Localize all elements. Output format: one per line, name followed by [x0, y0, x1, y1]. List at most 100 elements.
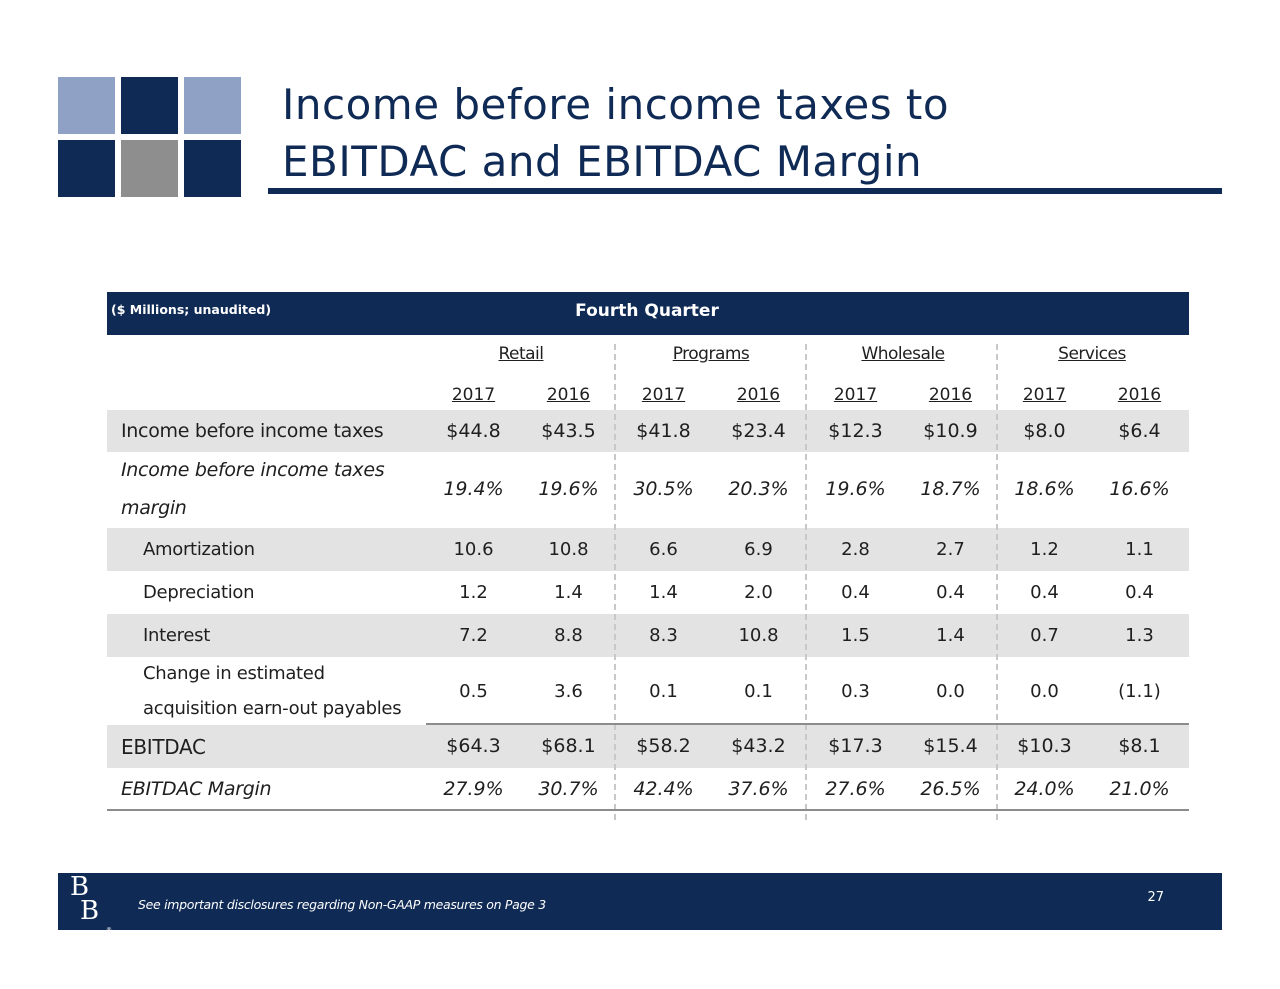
table-cell: 2.8 [841, 539, 870, 560]
page-number: 27 [1147, 890, 1164, 905]
table-cell: 1.4 [649, 582, 678, 603]
table-cell: 30.7% [538, 778, 599, 800]
table-cell: 1.2 [1030, 539, 1059, 560]
row-bg-ebitdac [107, 725, 1189, 768]
row-label-ebitdac: EBITDAC [121, 735, 206, 759]
title-line-2: EBITDAC and EBITDAC Margin [282, 137, 923, 186]
logo-square-navy-1 [121, 77, 178, 134]
table-cell: 0.3 [841, 681, 870, 702]
table-bottom-rule [107, 809, 1189, 811]
table-cell: $10.3 [1017, 735, 1072, 757]
table-cell: 27.9% [443, 778, 504, 800]
table-cell: 6.9 [744, 539, 773, 560]
table-cell: 2.0 [744, 582, 773, 603]
subtotal-rule [426, 723, 1189, 725]
segment-divider [996, 344, 998, 820]
table-cell: 24.0% [1014, 778, 1075, 800]
row-label-amortization: Amortization [143, 539, 255, 560]
table-cell: $43.2 [731, 735, 786, 757]
table-cell: 26.5% [920, 778, 981, 800]
logo-letter-1: B [70, 872, 90, 902]
year-header: 2016 [1117, 385, 1162, 405]
row-label-depreciation: Depreciation [143, 582, 255, 603]
table-cell: 19.6% [538, 478, 599, 500]
table-cell: 10.8 [738, 625, 779, 646]
table-cell: $64.3 [446, 735, 501, 757]
table-cell: $8.1 [1118, 735, 1161, 757]
table-cell: 1.4 [554, 582, 583, 603]
year-header: 2016 [928, 385, 973, 405]
table-cell: $12.3 [828, 420, 883, 442]
table-cell: 19.6% [825, 478, 886, 500]
row-label-earnout-line1: Change in estimated [143, 663, 325, 684]
row-label-earnout-line2: acquisition earn-out payables [143, 698, 402, 719]
table-cell: 3.6 [554, 681, 583, 702]
row-label-ebitdac-margin: EBITDAC Margin [121, 778, 272, 800]
table-cell: 18.7% [920, 478, 981, 500]
logo-registered-mark: ® [106, 927, 112, 934]
year-header: 2017 [451, 385, 496, 405]
period-label: Fourth Quarter [575, 301, 719, 321]
units-label: ($ Millions; unaudited) [111, 302, 272, 317]
year-header: 2016 [546, 385, 591, 405]
table-cell: $8.0 [1023, 420, 1066, 442]
logo-square-light-1 [58, 77, 115, 134]
table-cell: $44.8 [446, 420, 501, 442]
year-header: 2017 [1022, 385, 1067, 405]
table-cell: 1.1 [1125, 539, 1154, 560]
segment-divider [614, 344, 616, 820]
table-cell: 1.4 [936, 625, 965, 646]
table-cell: 1.5 [841, 625, 870, 646]
row-label-income-before-taxes: Income before income taxes [121, 420, 384, 442]
table-cell: 1.2 [459, 582, 488, 603]
table-cell: $10.9 [923, 420, 978, 442]
table-cell: 18.6% [1014, 478, 1075, 500]
row-bg-income [107, 410, 1189, 452]
table-cell: $58.2 [636, 735, 691, 757]
table-cell: 30.5% [633, 478, 694, 500]
row-label-income-margin-line2: margin [121, 497, 187, 519]
table-cell: 7.2 [459, 625, 488, 646]
logo-square-navy-2 [58, 140, 115, 197]
year-header: 2017 [833, 385, 878, 405]
year-header: 2017 [641, 385, 686, 405]
table-cell: 37.6% [728, 778, 789, 800]
table-cell: 2.7 [936, 539, 965, 560]
table-cell: $43.5 [541, 420, 596, 442]
logo-square-navy-3 [184, 140, 241, 197]
table-cell: 8.8 [554, 625, 583, 646]
table-cell: 27.6% [825, 778, 886, 800]
table-cell: 20.3% [728, 478, 789, 500]
table-cell: $68.1 [541, 735, 596, 757]
title-line-1: Income before income taxes to [282, 80, 950, 129]
table-cell: 6.6 [649, 539, 678, 560]
table-cell: 1.3 [1125, 625, 1154, 646]
table-cell: 16.6% [1109, 478, 1170, 500]
segment-divider [805, 344, 807, 820]
disclosure-text: See important disclosures regarding Non-… [138, 897, 546, 912]
table-cell: 0.4 [1125, 582, 1154, 603]
table-cell: $6.4 [1118, 420, 1161, 442]
table-cell: 21.0% [1109, 778, 1170, 800]
table-cell: (1.1) [1118, 681, 1161, 702]
footer-bar: B B ® See important disclosures regardin… [58, 872, 1222, 934]
table-cell: 10.8 [548, 539, 589, 560]
table-header-bar: ($ Millions; unaudited) Fourth Quarter [107, 292, 1189, 335]
table-cell: $15.4 [923, 735, 978, 757]
year-header: 2016 [736, 385, 781, 405]
table-cell: 0.1 [649, 681, 678, 702]
table-cell: 0.0 [1030, 681, 1059, 702]
table-cell: $17.3 [828, 735, 883, 757]
row-bg-amortization [107, 528, 1189, 571]
table-cell: $41.8 [636, 420, 691, 442]
segment-header-programs: Programs [672, 344, 750, 364]
table-cell: 0.7 [1030, 625, 1059, 646]
table-cell: 0.4 [936, 582, 965, 603]
slide-title: Income before income taxes to EBITDAC an… [282, 76, 949, 190]
segment-header-retail: Retail [498, 344, 544, 364]
segment-header-wholesale: Wholesale [861, 344, 945, 364]
logo-square-light-2 [184, 77, 241, 134]
logo-letter-2: B [80, 896, 100, 926]
table-cell: 0.5 [459, 681, 488, 702]
corporate-logo-grid [58, 77, 242, 197]
